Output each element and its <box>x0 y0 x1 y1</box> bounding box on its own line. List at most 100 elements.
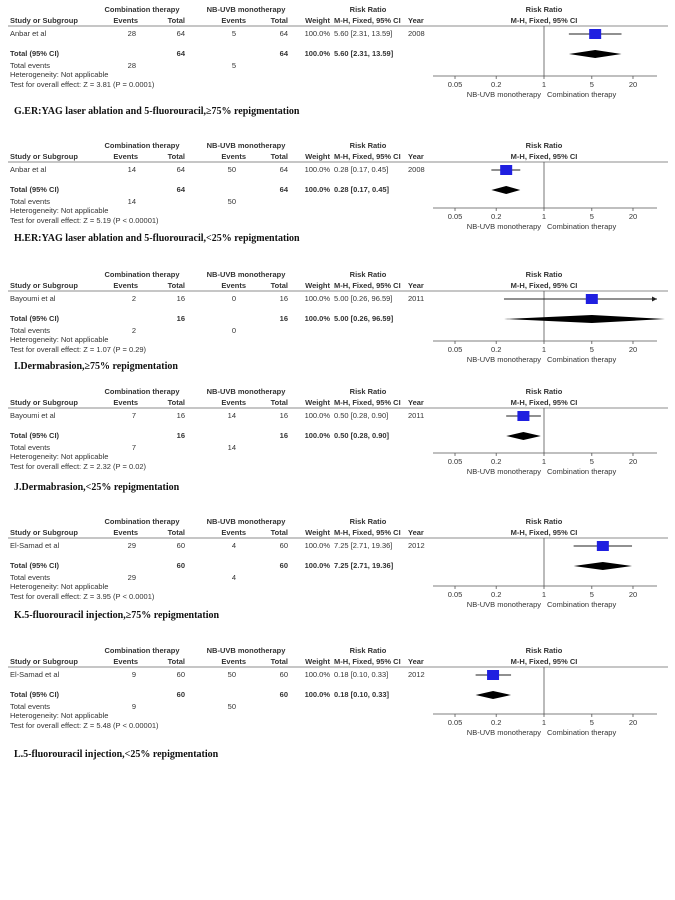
total2-header: Total <box>270 152 288 161</box>
events2-header: Events <box>221 16 246 25</box>
x-tick-label: 0.2 <box>490 80 502 89</box>
events2: 5 <box>231 29 236 38</box>
total2: 60 <box>279 541 288 550</box>
favours-right-label: Combination therapy <box>547 728 617 737</box>
overall-effect-test: Test for overall effect: Z = 1.07 (P = 0… <box>10 345 147 354</box>
rr-method-header: M-H, Fixed, 95% CI <box>334 398 401 407</box>
year: 2012 <box>408 541 425 550</box>
events2-header: Events <box>221 657 246 666</box>
total2-header: Total <box>270 657 288 666</box>
study-header: Study or Subgroup <box>10 398 78 407</box>
total1-sum: 64 <box>176 49 185 58</box>
events2: 14 <box>227 411 236 420</box>
plot-method-header: M-H, Fixed, 95% CI <box>510 281 578 290</box>
weight: 100.0% <box>304 294 330 303</box>
year: 2011 <box>408 411 425 420</box>
total2: 64 <box>279 29 288 38</box>
total1-header: Total <box>167 398 185 407</box>
group2-header: NB-UVB monotherapy <box>206 646 286 655</box>
group1-header: Combination therapy <box>104 141 180 150</box>
weight-header: Weight <box>305 398 330 407</box>
study-header: Study or Subgroup <box>10 16 78 25</box>
plot-title: Risk Ratio <box>525 141 563 150</box>
group1-header: Combination therapy <box>104 517 180 526</box>
total2: 64 <box>279 165 288 174</box>
risk-ratio-header: Risk Ratio <box>349 387 387 396</box>
total-risk-ratio-ci: 0.50 [0.28, 0.90] <box>334 431 390 440</box>
events1: 29 <box>127 541 136 550</box>
total-risk-ratio-ci: 0.28 [0.17, 0.45] <box>334 185 390 194</box>
year-header: Year <box>408 152 424 161</box>
group1-header: Combination therapy <box>104 387 180 396</box>
study-square <box>487 670 500 680</box>
plot-title: Risk Ratio <box>525 270 563 279</box>
heterogeneity: Heterogeneity: Not applicable <box>10 206 109 215</box>
group2-header: NB-UVB monotherapy <box>206 517 286 526</box>
group1-header: Combination therapy <box>104 5 180 14</box>
weight: 100.0% <box>304 541 330 550</box>
events2: 0 <box>231 294 236 303</box>
rr-method-header: M-H, Fixed, 95% CI <box>334 281 401 290</box>
x-tick-label: 20 <box>628 590 638 599</box>
total-weight: 100.0% <box>304 690 330 699</box>
weight-header: Weight <box>305 657 330 666</box>
total1: 64 <box>176 165 185 174</box>
risk-ratio-header: Risk Ratio <box>349 5 387 14</box>
total2-sum: 16 <box>279 314 288 323</box>
x-tick-label: 1 <box>541 212 547 221</box>
x-tick-label: 1 <box>541 718 547 727</box>
x-tick-label: 20 <box>628 345 638 354</box>
total-row-label: Total (95% CI) <box>10 314 60 323</box>
events2-header: Events <box>221 398 246 407</box>
risk-ratio-ci: 0.50 [0.28, 0.90] <box>334 411 389 420</box>
total-weight: 100.0% <box>304 185 330 194</box>
weight: 100.0% <box>304 29 330 38</box>
pooled-diamond <box>573 562 633 570</box>
x-tick-label: 0.05 <box>447 457 463 466</box>
events1: 9 <box>131 670 136 679</box>
x-tick-label: 0.2 <box>490 212 502 221</box>
plot-title: Risk Ratio <box>525 646 563 655</box>
x-tick-label: 5 <box>589 457 594 466</box>
risk-ratio-header: Risk Ratio <box>349 646 387 655</box>
events2: 50 <box>227 165 236 174</box>
events1: 2 <box>131 294 136 303</box>
total2-sum: 16 <box>279 431 288 440</box>
total-events2: 0 <box>231 326 236 335</box>
risk-ratio-ci: 5.60 [2.31, 13.59] <box>334 29 393 38</box>
panel-caption: H.ER:YAG laser ablation and 5-fluorourac… <box>14 233 300 244</box>
total-risk-ratio-ci: 5.60 [2.31, 13.59] <box>334 49 394 58</box>
events1-header: Events <box>113 281 138 290</box>
favours-left-label: NB-UVB monotherapy <box>466 90 541 99</box>
group1-header: Combination therapy <box>104 270 180 279</box>
x-tick-label: 20 <box>628 718 638 727</box>
plot-method-header: M-H, Fixed, 95% CI <box>510 16 578 25</box>
x-tick-label: 1 <box>541 345 547 354</box>
favours-right-label: Combination therapy <box>547 467 617 476</box>
panel-caption: K.5-fluorouracil injection,≥75% repigmen… <box>14 610 220 621</box>
favours-left-label: NB-UVB monotherapy <box>466 728 541 737</box>
heterogeneity: Heterogeneity: Not applicable <box>10 711 109 720</box>
weight: 100.0% <box>304 165 330 174</box>
x-tick-label: 5 <box>589 212 594 221</box>
total-events-label: Total events <box>10 443 51 452</box>
weight: 100.0% <box>304 670 330 679</box>
plot-title: Risk Ratio <box>525 517 563 526</box>
favours-left-label: NB-UVB monotherapy <box>466 355 541 364</box>
total1-sum: 16 <box>176 314 185 323</box>
year-header: Year <box>408 16 424 25</box>
x-tick-label: 0.2 <box>490 345 502 354</box>
total1-header: Total <box>167 152 185 161</box>
total-weight: 100.0% <box>304 314 330 323</box>
plot-method-header: M-H, Fixed, 95% CI <box>510 657 578 666</box>
total-events1: 2 <box>131 326 136 335</box>
overall-effect-test: Test for overall effect: Z = 5.48 (P < 0… <box>10 721 159 730</box>
total1-sum: 60 <box>176 561 185 570</box>
panel-caption: L.5-fluorouracil injection,<25% repigmen… <box>14 749 219 760</box>
plot-method-header: M-H, Fixed, 95% CI <box>510 398 578 407</box>
x-tick-label: 0.05 <box>447 80 463 89</box>
heterogeneity: Heterogeneity: Not applicable <box>10 452 109 461</box>
panel-caption: G.ER:YAG laser ablation and 5-fluorourac… <box>14 106 300 117</box>
